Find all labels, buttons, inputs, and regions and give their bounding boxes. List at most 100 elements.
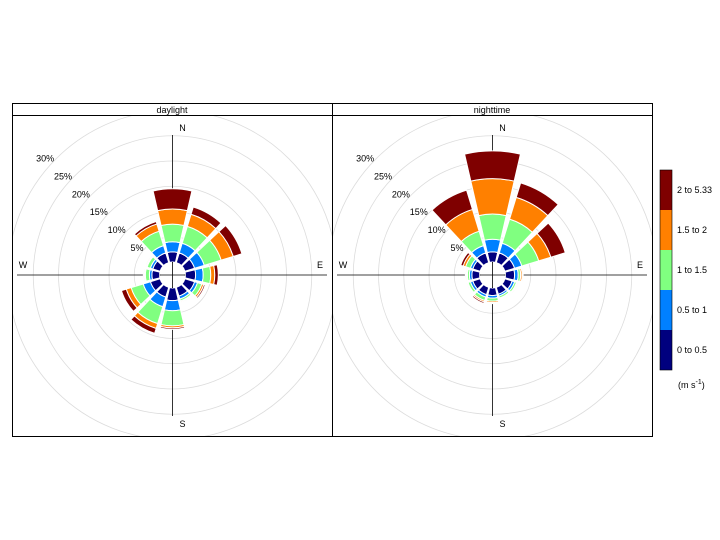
petal-segment-1	[151, 269, 161, 281]
petal-segment-2	[164, 241, 181, 254]
petal-120	[181, 278, 206, 300]
legend-swatch-4	[660, 210, 672, 250]
radial-tick-label: 20%	[72, 189, 90, 199]
petal-300	[460, 251, 484, 272]
legend-label-3: 1 to 1.5	[677, 265, 707, 275]
compass-w: W	[339, 260, 348, 270]
petal-segment-4	[470, 178, 515, 217]
legend-label-4: 1.5 to 2	[677, 225, 707, 235]
radial-tick-label: 10%	[108, 225, 126, 235]
legend-swatch-1	[660, 330, 672, 370]
petal-segment-5	[159, 325, 186, 330]
petal-segment-1	[166, 251, 179, 263]
petal-segment-5	[144, 254, 153, 268]
petal-segment-5	[133, 220, 158, 237]
compass-w: W	[19, 260, 28, 270]
radial-tick-label: 15%	[90, 207, 108, 217]
petal-segment-3	[201, 265, 212, 285]
petal-segment-2	[483, 238, 502, 254]
legend-label-1: 0 to 0.5	[677, 345, 707, 355]
petal-330	[431, 189, 490, 267]
petal-segment-1	[471, 269, 481, 281]
petal-90	[184, 264, 219, 286]
petal-segment-5	[464, 268, 468, 282]
petal-segment-5	[499, 292, 512, 301]
petal-210	[130, 283, 170, 334]
petal-segment-4	[157, 208, 188, 227]
plot-area: 5% 10%15%20%25%30% N E S W	[12, 115, 332, 436]
petal-150	[175, 283, 194, 304]
petal-segment-1	[486, 251, 499, 263]
petal-segment-2	[194, 267, 204, 283]
petal-240	[465, 278, 484, 295]
legend-frame	[659, 169, 673, 371]
petal-segment-5	[218, 224, 243, 258]
radial-tick-label: 25%	[54, 172, 72, 182]
petal-240	[120, 278, 164, 313]
petal-90	[504, 267, 524, 283]
petal-180	[485, 287, 500, 305]
petal-segment-5	[536, 222, 566, 258]
petal-segment-5	[213, 264, 219, 286]
petal-segment-2	[163, 299, 182, 312]
petal-segment-5	[471, 294, 485, 304]
plot-area: 5% 10%15%20%25%30% N E S W	[332, 115, 652, 436]
petal-segment-5	[515, 182, 559, 217]
petal-120	[501, 278, 520, 295]
petal-segment-5	[180, 294, 194, 304]
petal-segment-1	[504, 269, 516, 281]
petal-150	[495, 283, 512, 301]
petal-segment-5	[460, 251, 471, 267]
petal-segment-5	[142, 267, 146, 283]
petal-segment-5	[463, 150, 522, 182]
radial-tick-label: 15%	[410, 207, 428, 217]
petal-segment-5	[130, 315, 157, 334]
petal-0	[463, 150, 522, 263]
petal-210	[471, 283, 490, 304]
petal-segment-3	[478, 213, 507, 241]
petal-segment-1	[487, 287, 498, 297]
petal-270	[142, 267, 161, 283]
legend-label-2: 0.5 to 1	[677, 305, 707, 315]
legend-swatch-2	[660, 290, 672, 330]
panel-border	[332, 103, 653, 437]
legend: 0 to 0.5 0.5 to 1 1 to 1.5 1.5 to 2 2 to 5.3…	[659, 169, 712, 390]
petal-segment-5	[520, 267, 524, 283]
legend-unit: (m s-1)	[678, 379, 705, 390]
strip-label: nighttime	[474, 105, 511, 115]
petal-segment-5	[465, 282, 474, 295]
compass-s: S	[499, 419, 505, 429]
legend-label-5: 2 to 5.33	[677, 185, 712, 195]
petal-segment-5	[190, 206, 222, 230]
compass-e: E	[317, 260, 323, 270]
strip-label: daylight	[156, 105, 188, 115]
petal-30	[495, 182, 559, 267]
compass-n: N	[499, 123, 506, 133]
petal-segment-1	[184, 269, 197, 281]
petal-segment-5	[510, 282, 520, 295]
radial-tick-label: 10%	[428, 225, 446, 235]
compass-e: E	[637, 260, 643, 270]
compass-s: S	[179, 419, 185, 429]
petal-segment-3	[160, 223, 185, 244]
petal-300	[144, 254, 164, 272]
legend-swatch-5	[660, 170, 672, 210]
petal-segment-5	[152, 188, 193, 212]
petal-60	[501, 222, 566, 272]
petal-180	[159, 287, 186, 330]
panels-layer: 5%10%15%20%25%30%NESWdaylight5%10%15%20%…	[12, 103, 653, 437]
petal-segment-5	[485, 301, 500, 305]
radial-tick-label: 30%	[356, 154, 374, 164]
compass-n: N	[179, 123, 186, 133]
petal-30	[175, 206, 222, 267]
petal-330	[133, 220, 170, 267]
radial-tick-label: 20%	[392, 189, 410, 199]
radial-tick-label: 25%	[374, 172, 392, 182]
petal-segment-3	[160, 309, 185, 327]
petal-270	[464, 268, 481, 282]
petal-segment-5	[195, 283, 206, 300]
petal-segment-5	[120, 288, 138, 313]
